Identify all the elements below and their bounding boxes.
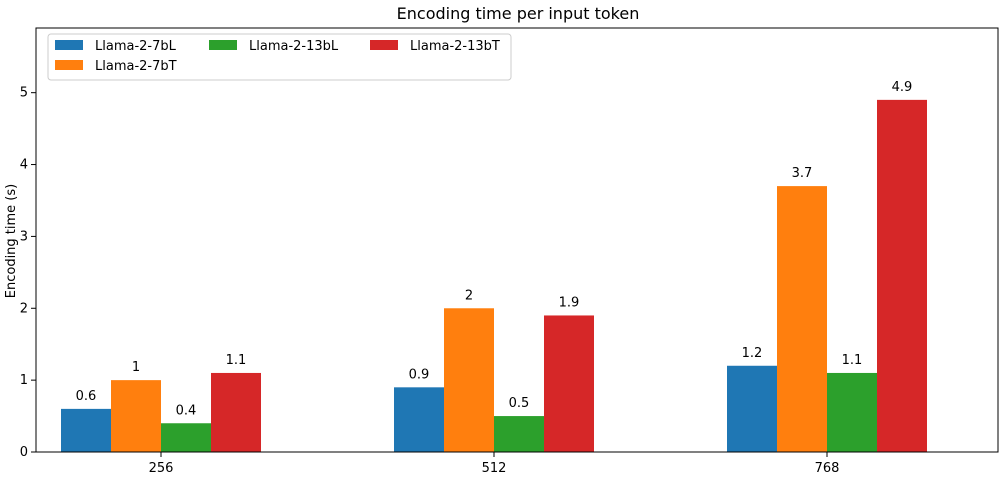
legend-label: Llama-2-7bT <box>95 59 177 74</box>
y-tick-label: 0 <box>20 445 28 460</box>
x-tick-label: 512 <box>482 461 507 476</box>
legend-swatch <box>55 60 83 70</box>
data-label: 2 <box>465 288 473 303</box>
bar <box>444 308 494 452</box>
bar <box>827 372 877 452</box>
bar <box>61 408 111 452</box>
bar <box>777 186 827 453</box>
y-axis-label: Encoding time (s) <box>4 184 19 298</box>
data-label: 0.6 <box>76 389 97 404</box>
plot-frame <box>35 27 999 453</box>
data-label: 4.9 <box>892 80 913 95</box>
bar <box>394 387 444 452</box>
data-label: 0.9 <box>409 367 430 382</box>
legend-label: Llama-2-13bT <box>410 39 500 54</box>
data-label: 1.2 <box>742 346 763 361</box>
data-label: 0.5 <box>509 396 530 411</box>
y-tick-label: 1 <box>20 373 28 388</box>
legend: Llama-2-7bL Llama-2-7bT Llama-2-13bL Llama-… <box>47 33 512 81</box>
data-label: 1.1 <box>842 353 863 368</box>
legend-swatch <box>209 40 237 50</box>
data-label: 1.1 <box>226 353 247 368</box>
legend-swatch <box>370 40 398 50</box>
bar <box>494 416 544 452</box>
y-tick-label: 4 <box>20 158 28 173</box>
y-tick-label: 3 <box>20 229 28 244</box>
bar <box>727 365 777 452</box>
legend-label: Llama-2-7bL <box>95 39 177 54</box>
data-label: 1 <box>132 360 140 375</box>
legend-swatch <box>55 40 83 50</box>
y-tick-label: 2 <box>20 301 28 316</box>
plot-area: 0 1 2 3 4 5 256 512 768 0.6 0.9 1.2 1 2 3.7 0.4 0.5 1.1 1.… <box>20 80 927 476</box>
bar <box>211 372 261 452</box>
x-tick-label: 256 <box>149 461 174 476</box>
data-label: 3.7 <box>792 166 813 181</box>
bar <box>877 99 927 452</box>
legend-label: Llama-2-13bL <box>249 39 339 54</box>
y-tick-label: 5 <box>20 86 28 101</box>
data-label: 1.9 <box>559 295 580 310</box>
bar <box>544 315 594 452</box>
chart-title: Encoding time per input token <box>397 4 640 23</box>
bar <box>111 380 161 452</box>
data-label: 0.4 <box>176 403 197 418</box>
x-tick-label: 768 <box>815 461 840 476</box>
bar <box>161 423 211 452</box>
